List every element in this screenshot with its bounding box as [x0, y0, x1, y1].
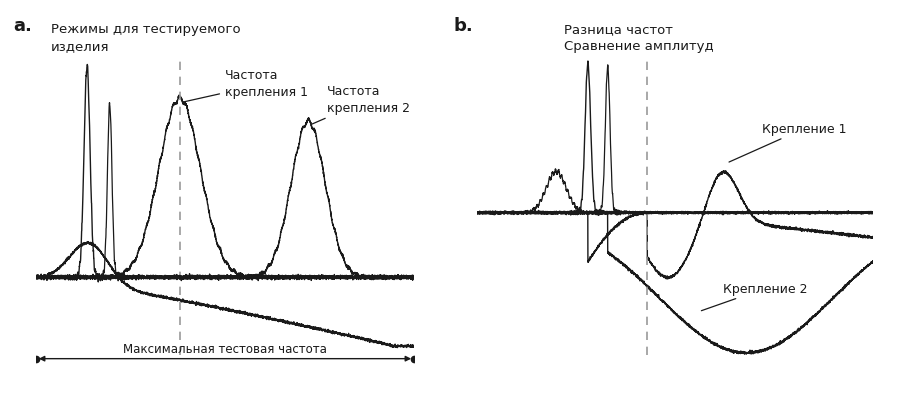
Text: Частота
крепления 2: Частота крепления 2 [310, 85, 410, 125]
Text: Частота
крепления 1: Частота крепления 1 [183, 69, 308, 103]
Text: Разница частот
Сравнение амплитуд: Разница частот Сравнение амплитуд [564, 23, 714, 53]
Text: Режимы для тестируемого
изделия: Режимы для тестируемого изделия [51, 23, 240, 53]
Text: Максимальная тестовая частота: Максимальная тестовая частота [123, 342, 327, 355]
Text: Крепление 2: Крепление 2 [701, 282, 807, 311]
Text: b.: b. [454, 17, 473, 35]
Text: a.: a. [14, 17, 32, 35]
Text: Крепление 1: Крепление 1 [729, 123, 847, 163]
